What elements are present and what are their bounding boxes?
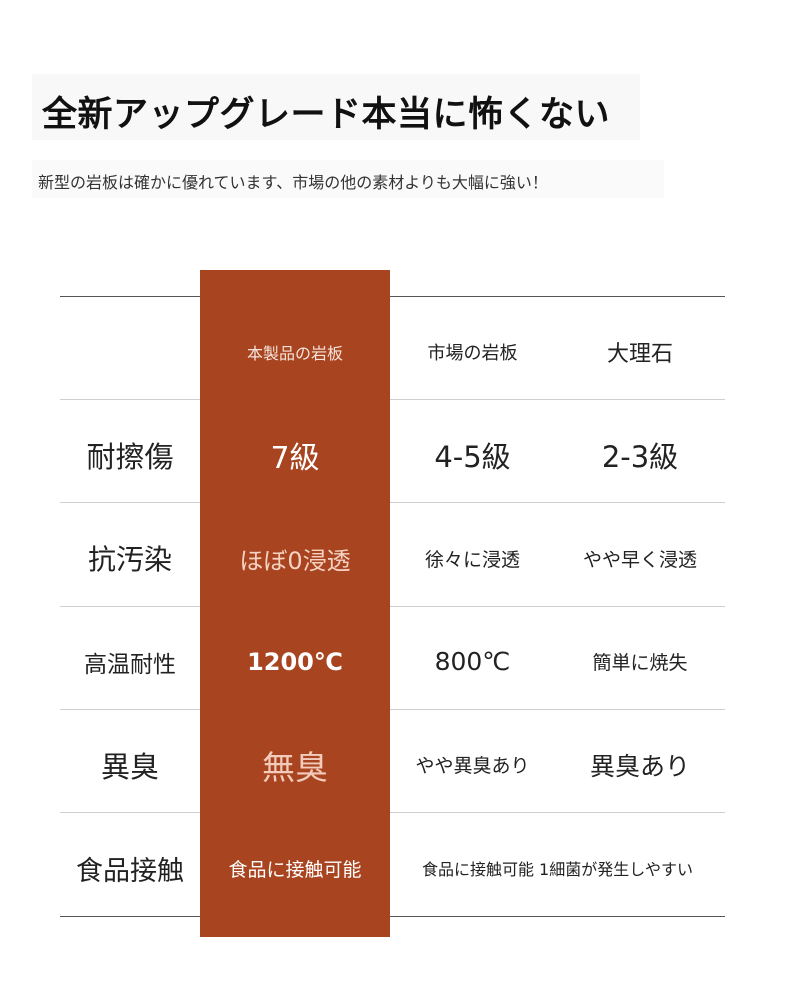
row-label: 耐擦傷 <box>86 439 174 474</box>
table-row-divider <box>60 606 725 607</box>
table-row: 異臭 無臭 やや異臭あり 異臭あり <box>0 709 790 812</box>
table-header-row: 本製品の岩板 市場の岩板 大理石 <box>0 296 790 399</box>
market-stone-value: 徐々に浸透 <box>424 548 520 571</box>
row-label: 高温耐性 <box>84 651 176 678</box>
page-subtitle: 新型の岩板は確かに優れています、市場の他の素材よりも大幅に強い！ <box>38 173 548 192</box>
table-row: 高温耐性 1200℃ 800℃ 簡単に焼失 <box>0 606 790 709</box>
market-stone-value: 4-5級 <box>434 439 511 474</box>
our-product-value: 無臭 <box>262 747 328 787</box>
title-background <box>32 74 640 140</box>
marble-value: 異臭あり <box>589 751 690 781</box>
market-stone-value: やや異臭あり <box>415 755 530 777</box>
table-bottom-rule <box>60 916 725 917</box>
header-marble: 大理石 <box>606 341 673 367</box>
our-product-value: 7級 <box>270 440 320 476</box>
subtitle-background <box>32 160 664 198</box>
row-label: 異臭 <box>100 749 159 784</box>
our-product-value: 食品に接触可能 <box>228 858 362 881</box>
page-title: 全新アップグレード本当に怖くない <box>42 95 611 135</box>
row-label: 抗汚染 <box>87 543 172 576</box>
header-our-product: 本製品の岩板 <box>246 343 343 363</box>
table-row-divider <box>60 812 725 813</box>
our-product-value: ほぼ0浸透 <box>239 546 351 575</box>
header-empty-cell <box>60 296 200 399</box>
table-row: 抗汚染 ほぼ0浸透 徐々に浸透 やや早く浸透 <box>0 502 790 606</box>
our-product-highlight-column <box>200 270 390 937</box>
marble-value: やや早く浸透 <box>582 548 697 571</box>
our-product-value: 1200℃ <box>247 647 343 676</box>
table-top-rule <box>60 296 725 297</box>
table-row-divider <box>60 709 725 710</box>
table-row: 耐擦傷 7級 4-5級 2-3級 <box>0 399 790 502</box>
row-label: 食品接触 <box>76 855 184 887</box>
market-stone-value: 800℃ <box>434 647 511 676</box>
header-market-stone: 市場の岩板 <box>427 342 518 364</box>
other-materials-value: 食品に接触可能 1細菌が発生しやすい <box>421 860 694 879</box>
marble-value: 簡単に焼失 <box>592 652 688 674</box>
table-row-divider <box>60 502 725 503</box>
table-row-divider <box>60 399 725 400</box>
marble-value: 2-3級 <box>601 439 679 474</box>
table-row: 食品接触 食品に接触可能 食品に接触可能 1細菌が発生しやすい <box>0 812 790 916</box>
